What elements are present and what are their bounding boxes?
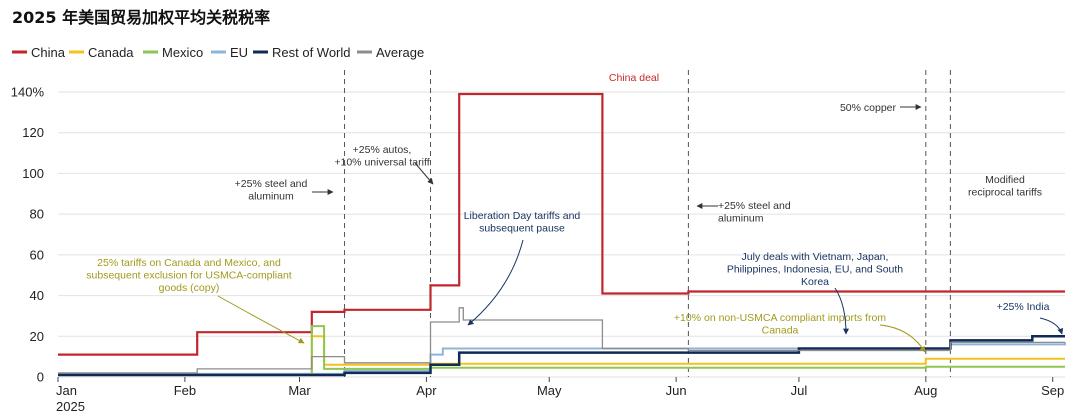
annotation-label: +25% steel and aluminum <box>718 200 791 225</box>
x-tick-label: Mar <box>288 383 311 398</box>
event-lines <box>344 70 951 377</box>
y-axis-ticks: 140% 120 100 80 60 40 20 0 <box>11 85 45 385</box>
legend-label: Average <box>376 45 424 60</box>
legend-label: Canada <box>88 45 134 60</box>
series-line-rest-of-world <box>58 335 1065 377</box>
y-tick-label: 80 <box>30 207 44 222</box>
annotation-arrow <box>1039 317 1064 335</box>
y-tick-label: 40 <box>30 288 44 303</box>
x-axis-ticks: Jan Feb Mar Apr May Jun Jul Aug Sep 2025 <box>56 377 1064 414</box>
legend-label: EU <box>230 45 248 60</box>
legend-label: Rest of World <box>272 45 351 60</box>
series-line-mexico <box>58 325 1065 376</box>
y-tick-label: 120 <box>22 125 44 140</box>
gridlines <box>58 91 1065 378</box>
annotation-label: July deals with Vietnam, Japan, Philippin… <box>727 251 903 288</box>
series-line-china <box>58 92 1065 356</box>
x-tick-label: Apr <box>416 383 437 398</box>
annotation-arrow <box>217 295 305 344</box>
annotation-label: +25% autos, +10% universal tariff <box>334 144 429 169</box>
x-tick-label: May <box>537 383 562 398</box>
annotation-arrow <box>414 162 434 185</box>
annotation-arrow <box>879 324 926 353</box>
y-tick-label: 100 <box>22 166 44 181</box>
annotation-label: +25% steel and aluminum <box>235 178 308 203</box>
annotation-label: China deal <box>609 72 659 84</box>
y-tick-label: 60 <box>30 247 44 262</box>
legend-label: China <box>31 45 66 60</box>
series-line-eu <box>58 342 1066 375</box>
annotation-label: 25% tariffs on Canada and Mexico, and sub… <box>86 257 292 294</box>
x-tick-label: Feb <box>174 383 196 398</box>
annotation-label: Modified reciprocal tariffs <box>968 174 1042 199</box>
annotations: China deal +25% autos, +10% universal tari… <box>86 72 1049 337</box>
series-lines <box>58 92 1066 377</box>
x-tick-label: Jul <box>791 383 808 398</box>
x-year-label: 2025 <box>56 399 85 414</box>
y-tick-label: 140% <box>11 85 45 100</box>
annotation-label: +25% India <box>997 301 1050 313</box>
chart-title: 2025 年美国贸易加权平均关税税率 <box>12 8 270 27</box>
annotation-arrows <box>217 104 1064 353</box>
x-tick-label: Jun <box>666 383 687 398</box>
series-line-average <box>58 307 1065 374</box>
annotation-arrow <box>834 287 849 335</box>
y-tick-label: 20 <box>30 329 44 344</box>
annotation-label: Liberation Day tariffs and subsequent pau… <box>464 210 581 235</box>
annotation-label: +10% on non-USMCA compliant imports from… <box>674 312 886 337</box>
annotation-label: 50% copper <box>840 102 897 114</box>
x-tick-label: Aug <box>914 383 937 398</box>
legend: China Canada Mexico EU Rest of World Average <box>12 45 424 60</box>
x-tick-label: Jan <box>56 383 77 398</box>
legend-label: Mexico <box>162 45 203 60</box>
x-tick-label: Sep <box>1041 383 1064 398</box>
y-tick-label: 0 <box>37 370 44 385</box>
annotation-arrow <box>467 239 524 326</box>
